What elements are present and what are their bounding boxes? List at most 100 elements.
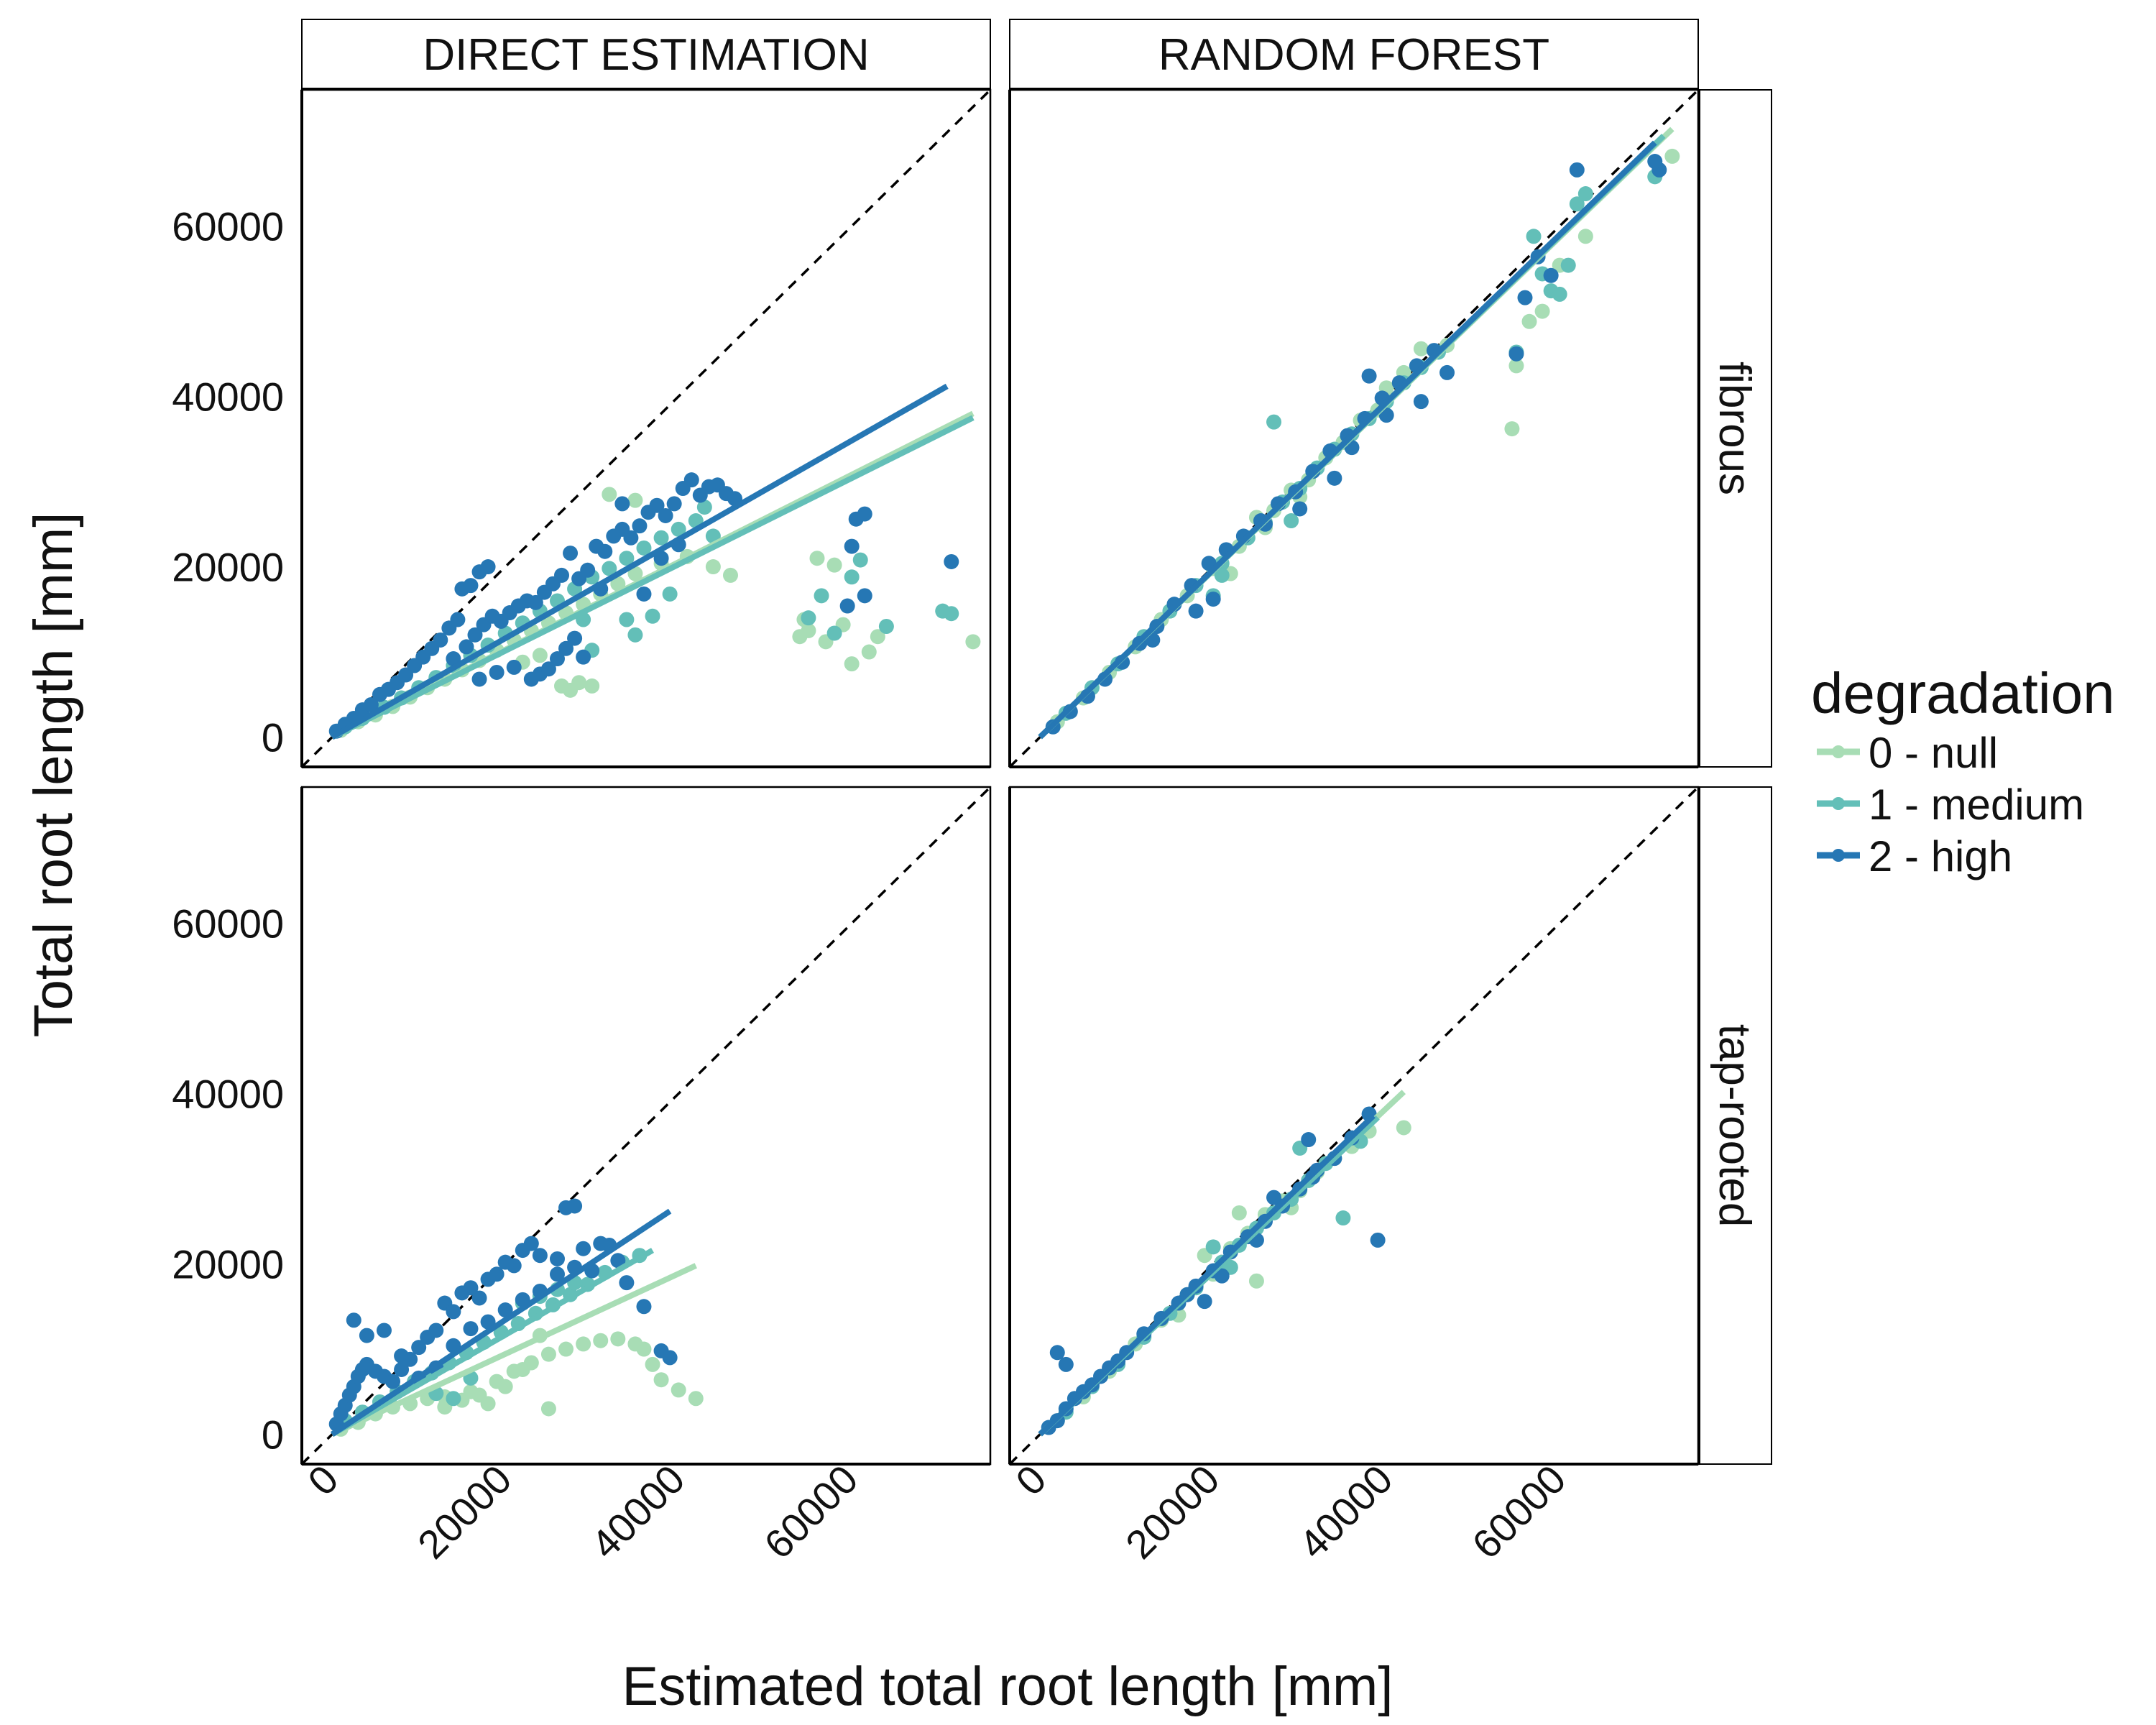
data-point (814, 588, 829, 604)
y-tick-label: 20000 (172, 1242, 284, 1287)
legend-label: 0 - null (1869, 729, 1998, 777)
y-tick-label: 0 (262, 1412, 284, 1458)
data-point (1517, 290, 1533, 305)
data-point (1534, 303, 1550, 319)
data-point (857, 506, 872, 522)
data-point (1504, 421, 1520, 437)
data-point (944, 606, 959, 622)
y-tick-label: 60000 (172, 901, 284, 947)
data-point (636, 540, 652, 556)
data-point (1188, 603, 1204, 619)
data-point (363, 697, 379, 713)
data-point (619, 551, 635, 566)
reference-line-identity (302, 90, 990, 767)
data-point (506, 659, 522, 675)
data-point (446, 1304, 461, 1320)
points-1-medium (337, 500, 959, 735)
data-point (1205, 1239, 1221, 1255)
data-point (576, 1336, 591, 1352)
fit-line-1-medium (331, 415, 975, 740)
data-point (809, 551, 825, 566)
data-point (1327, 470, 1342, 486)
data-point (549, 1266, 565, 1282)
data-point (593, 1333, 609, 1348)
data-point (411, 1340, 427, 1356)
data-point (1526, 229, 1542, 244)
x-tick-label: 20000 (409, 1456, 520, 1568)
panel-direct-estimation-tap-rooted (300, 786, 992, 1466)
data-point (385, 1374, 401, 1389)
data-point (857, 588, 872, 604)
x-axis-ticks: 0 20000 40000 60000 0 20000 40000 60000 (299, 1456, 1575, 1568)
data-point (826, 625, 842, 641)
data-point (359, 1328, 374, 1343)
data-point (480, 1396, 496, 1412)
data-point (965, 634, 981, 650)
data-point (688, 1391, 704, 1407)
data-point (489, 664, 505, 680)
data-point (944, 553, 959, 569)
data-point (844, 538, 860, 554)
data-point (1266, 1190, 1282, 1205)
data-point (1552, 286, 1567, 302)
y-axis-ticks: 0 20000 40000 60000 0 20000 40000 60000 (172, 204, 284, 1458)
fit-line-0-null (331, 1263, 697, 1438)
data-point (450, 612, 466, 627)
x-axis-title: Estimated total root length [mm] (622, 1656, 1393, 1717)
data-point (467, 627, 483, 643)
y-tick-label: 20000 (172, 545, 284, 590)
data-point (1396, 1120, 1411, 1136)
data-point (1521, 313, 1537, 329)
data-point (1292, 501, 1308, 517)
fit-line-2-high (1038, 1113, 1376, 1437)
panel-random-forest-fibrous (1008, 88, 1700, 768)
legend-key-point-null (1832, 745, 1845, 758)
panel-plot-area (302, 90, 990, 767)
data-point (662, 1350, 678, 1366)
data-point (549, 1251, 565, 1266)
data-point (610, 1331, 626, 1347)
data-point (497, 1379, 513, 1394)
data-point (428, 1322, 444, 1338)
data-point (346, 1312, 361, 1328)
data-point (826, 557, 842, 573)
data-point (1058, 1356, 1074, 1372)
data-point (619, 612, 635, 627)
data-point (627, 566, 643, 581)
data-point (623, 530, 639, 546)
data-point (666, 496, 682, 512)
data-point (1214, 567, 1230, 583)
panel-plot-area (302, 787, 990, 1464)
y-tick-label: 40000 (172, 374, 284, 420)
data-point (558, 1341, 574, 1357)
data-point (433, 632, 448, 648)
legend: degradation 0 - null 1 - medium 2 - high (1811, 661, 2115, 880)
data-point (567, 1198, 583, 1214)
data-point (619, 1275, 635, 1291)
x-tick-label: 40000 (1290, 1456, 1401, 1568)
legend-item-null: 0 - null (1817, 729, 1998, 777)
x-tick-label: 60000 (755, 1456, 867, 1568)
data-point (1577, 229, 1593, 244)
data-point (1569, 196, 1585, 212)
data-point (1560, 257, 1576, 273)
data-point (571, 675, 587, 691)
data-point (602, 561, 617, 576)
data-point (671, 521, 686, 537)
data-point (1413, 394, 1429, 410)
points-2-high (1045, 154, 1667, 735)
data-point (540, 1346, 556, 1362)
data-point (683, 472, 699, 488)
row-strip-label: fibrous (1710, 362, 1759, 495)
data-point (614, 496, 630, 512)
legend-title: degradation (1811, 661, 2115, 725)
data-point (1508, 346, 1524, 362)
data-point (636, 1299, 652, 1315)
x-tick-label: 40000 (582, 1456, 694, 1568)
data-point (878, 618, 894, 634)
data-point (584, 678, 600, 694)
data-point (1647, 154, 1663, 170)
column-strip-label: DIRECT ESTIMATION (423, 30, 869, 80)
data-point (576, 1241, 591, 1256)
